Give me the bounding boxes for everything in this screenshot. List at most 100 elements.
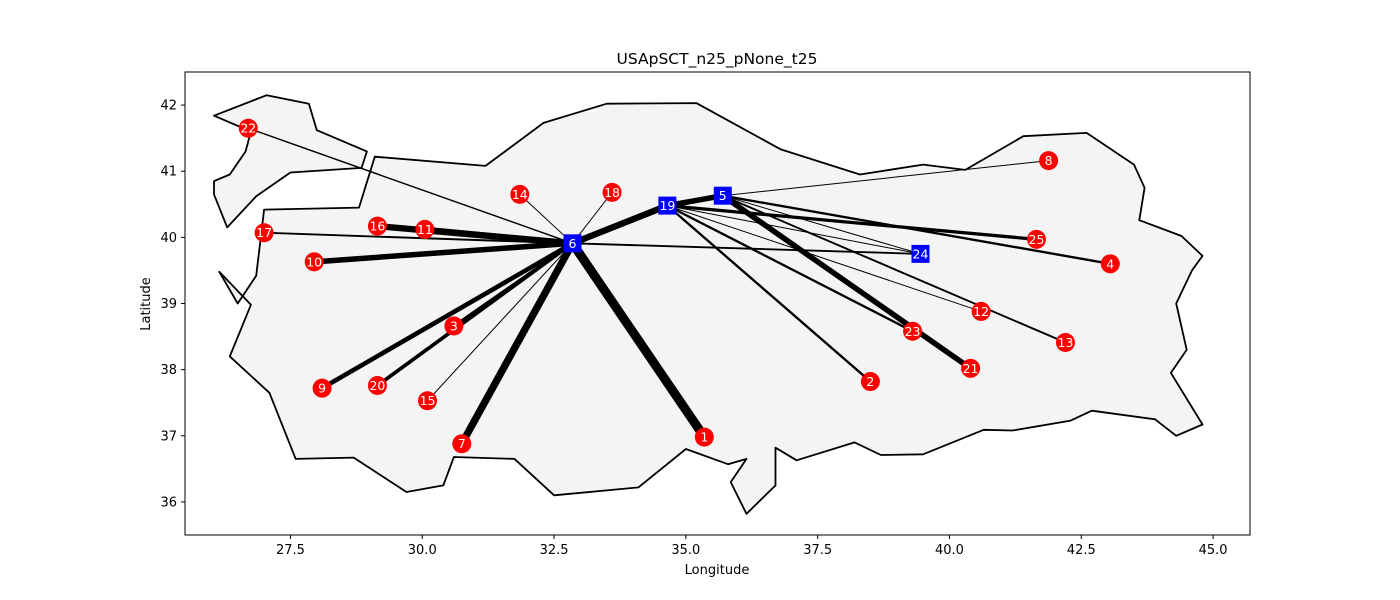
customer-node-2: 2 <box>860 372 880 392</box>
x-tick-label: 27.5 <box>276 543 305 558</box>
customer-marker-9 <box>312 378 332 398</box>
y-axis: 36 37 38 39 40 41 42 <box>160 99 185 510</box>
edge-5-8 <box>722 160 1049 197</box>
x-tick-label: 45.0 <box>1199 543 1228 558</box>
y-tick-label: 41 <box>160 165 177 180</box>
customer-marker-7 <box>452 434 472 454</box>
hub-marker-19 <box>658 196 677 215</box>
edge-5-24 <box>722 195 921 255</box>
customer-marker-4 <box>1100 254 1120 274</box>
customer-marker-1 <box>694 427 714 447</box>
edge-6-22 <box>248 127 573 244</box>
edge-6-15 <box>427 242 573 402</box>
edge-6-10 <box>313 240 573 265</box>
y-axis-title: Latitude <box>139 277 154 331</box>
node-label-1: 1 <box>700 430 708 445</box>
node-label-2: 2 <box>866 374 874 389</box>
customer-node-17: 17 <box>254 223 274 243</box>
customer-node-13: 13 <box>1055 333 1075 353</box>
node-label-19: 19 <box>659 198 675 213</box>
customer-node-7: 7 <box>452 434 472 454</box>
customer-node-9: 9 <box>312 378 332 398</box>
node-label-3: 3 <box>450 318 458 333</box>
customer-node-20: 20 <box>367 376 387 396</box>
node-label-8: 8 <box>1045 153 1053 168</box>
y-tick-label: 38 <box>160 363 177 378</box>
node-label-9: 9 <box>318 381 326 396</box>
node-layer: 1234567891011121314151617181920212223242… <box>238 118 1120 454</box>
node-label-22: 22 <box>240 121 256 136</box>
x-tick-label: 37.5 <box>803 543 832 558</box>
edge-5-21 <box>721 193 973 371</box>
customer-marker-22 <box>238 118 258 138</box>
customer-marker-14 <box>510 184 530 204</box>
edge-6-3 <box>453 242 574 328</box>
node-label-18: 18 <box>604 185 620 200</box>
customer-marker-11 <box>415 219 435 239</box>
edge-19-2 <box>666 204 872 383</box>
node-label-14: 14 <box>512 187 528 202</box>
edge-6-11 <box>424 226 573 247</box>
customer-node-10: 10 <box>304 252 324 272</box>
customer-node-15: 15 <box>418 391 438 411</box>
customer-node-14: 14 <box>510 184 530 204</box>
edge-6-17 <box>264 231 573 245</box>
node-label-17: 17 <box>256 225 272 240</box>
customer-node-25: 25 <box>1026 229 1046 249</box>
customer-marker-16 <box>367 216 387 236</box>
x-tick-label: 32.5 <box>540 543 569 558</box>
chart-title: USApSCT_n25_pNone_t25 <box>617 50 818 69</box>
edge-6-19 <box>571 202 669 247</box>
hub-marker-6 <box>563 234 582 253</box>
x-axis-title: Longitude <box>685 563 750 578</box>
y-tick-label: 36 <box>160 495 177 510</box>
customer-node-21: 21 <box>961 358 981 378</box>
edge-6-1 <box>568 240 709 440</box>
node-label-24: 24 <box>913 246 929 261</box>
node-label-25: 25 <box>1029 232 1045 247</box>
customer-marker-18 <box>602 182 622 202</box>
node-label-5: 5 <box>719 188 727 203</box>
customer-node-4: 4 <box>1100 254 1120 274</box>
x-tick-label: 30.0 <box>408 543 437 558</box>
node-label-16: 16 <box>369 219 385 234</box>
hub-node-6: 6 <box>563 234 582 253</box>
edge-6-7 <box>458 241 576 446</box>
node-label-10: 10 <box>306 254 322 269</box>
customer-node-23: 23 <box>903 321 923 341</box>
edge-6-9 <box>320 241 574 391</box>
node-label-11: 11 <box>417 222 433 237</box>
y-tick-label: 42 <box>160 99 177 114</box>
customer-node-11: 11 <box>415 219 435 239</box>
edge-19-23 <box>666 204 914 333</box>
customer-node-18: 18 <box>602 182 622 202</box>
edge-19-12 <box>667 205 982 312</box>
y-tick-label: 37 <box>160 429 177 444</box>
customer-node-8: 8 <box>1039 151 1059 171</box>
customer-marker-10 <box>304 252 324 272</box>
x-tick-label: 35.0 <box>671 543 700 558</box>
customer-marker-12 <box>971 301 991 321</box>
customer-marker-2 <box>860 372 880 392</box>
plot-area: 1234567891011121314151617181920212223242… <box>184 71 1251 536</box>
edge-19-25 <box>667 203 1037 241</box>
hub-marker-24 <box>911 244 930 263</box>
hub-node-24: 24 <box>911 244 930 263</box>
x-tick-label: 42.5 <box>1067 543 1096 558</box>
customer-marker-8 <box>1039 151 1059 171</box>
node-label-23: 23 <box>905 324 921 339</box>
node-label-12: 12 <box>973 304 989 319</box>
node-label-6: 6 <box>569 236 577 251</box>
edge-5-4 <box>722 194 1111 265</box>
customer-marker-15 <box>418 391 438 411</box>
customer-marker-20 <box>367 376 387 396</box>
node-label-7: 7 <box>458 436 466 451</box>
hub-marker-5 <box>713 186 732 205</box>
customer-marker-3 <box>444 316 464 336</box>
hub-node-19: 19 <box>658 196 677 215</box>
y-tick-label: 39 <box>160 297 177 312</box>
customer-marker-17 <box>254 223 274 243</box>
customer-node-3: 3 <box>444 316 464 336</box>
node-label-13: 13 <box>1058 335 1074 350</box>
